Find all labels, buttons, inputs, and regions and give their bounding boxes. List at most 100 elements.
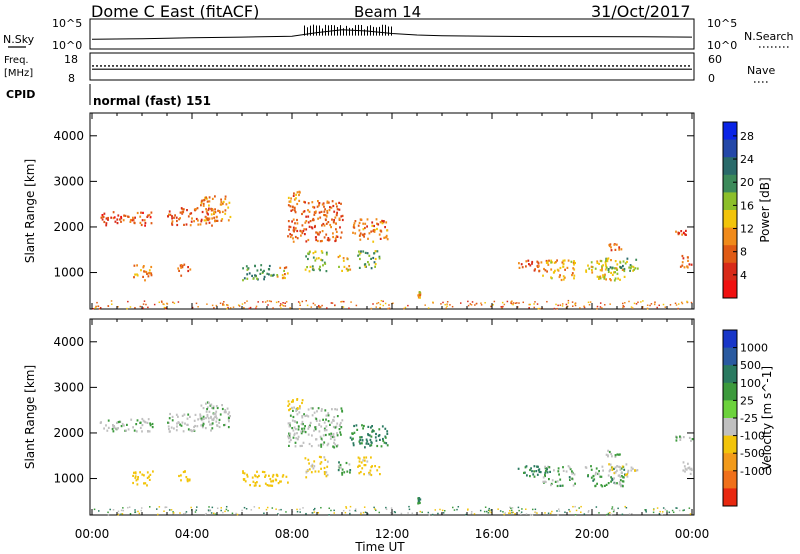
data-speckle <box>120 509 123 512</box>
data-cell <box>535 470 538 473</box>
data-cell <box>105 222 108 225</box>
data-cell <box>297 428 300 431</box>
data-cell <box>679 265 682 268</box>
data-speckle <box>437 512 439 515</box>
data-cell <box>120 220 122 223</box>
data-speckle <box>220 509 222 512</box>
data-speckle <box>378 511 381 514</box>
data-cell <box>220 219 223 222</box>
data-cell <box>129 218 132 222</box>
data-cell <box>308 462 310 465</box>
data-speckle <box>621 513 624 516</box>
data-cell <box>285 266 288 269</box>
data-speckle <box>547 512 550 515</box>
data-speckle <box>456 508 458 511</box>
data-speckle <box>285 301 288 303</box>
data-cell <box>150 265 153 269</box>
data-cell <box>116 427 118 430</box>
nsky-frame <box>89 18 695 50</box>
data-cell <box>315 236 317 239</box>
data-speckle <box>404 306 407 309</box>
data-cell <box>308 425 311 429</box>
data-speckle <box>197 306 199 308</box>
colorbar-tick-label: 100 <box>740 377 761 390</box>
data-cell <box>542 476 545 479</box>
data-speckle <box>587 510 590 512</box>
data-cell <box>358 229 361 232</box>
data-speckle <box>140 509 143 512</box>
data-cell <box>321 230 324 233</box>
data-speckle <box>677 303 680 305</box>
data-cell <box>333 446 336 449</box>
data-speckle <box>421 511 423 513</box>
data-speckle <box>310 306 313 308</box>
data-cell <box>183 223 185 226</box>
data-cell <box>616 268 618 271</box>
data-cell <box>318 267 321 271</box>
data-speckle <box>516 302 518 304</box>
data-speckle <box>220 507 222 509</box>
data-cell <box>183 263 186 266</box>
data-speckle <box>487 509 490 512</box>
data-cell <box>618 453 620 456</box>
data-cell <box>611 466 614 469</box>
data-cell <box>296 218 298 222</box>
data-cell <box>218 421 220 424</box>
data-cell <box>562 466 564 469</box>
data-cell <box>681 261 684 264</box>
freq-unit: [MHz] <box>4 68 33 79</box>
data-cell <box>630 469 633 472</box>
nsearch-label: N.Search <box>744 30 794 43</box>
data-cell <box>341 473 344 476</box>
data-cell <box>585 466 588 469</box>
data-speckle <box>509 509 511 512</box>
data-cell <box>370 230 373 233</box>
data-speckle <box>656 306 658 309</box>
data-speckle <box>313 511 316 513</box>
data-cell <box>619 453 621 456</box>
data-cell <box>590 465 592 468</box>
data-cell <box>298 193 300 197</box>
data-cell <box>417 296 420 299</box>
data-cell <box>629 269 631 272</box>
data-cell <box>332 432 335 436</box>
data-speckle <box>285 511 287 513</box>
data-cell <box>180 274 183 277</box>
data-cell <box>364 464 367 467</box>
data-cell <box>201 210 204 214</box>
data-speckle <box>457 505 460 508</box>
data-cell <box>248 272 251 275</box>
data-cell <box>203 199 205 202</box>
data-speckle <box>642 300 644 302</box>
data-speckle <box>170 509 173 511</box>
data-speckle <box>331 302 334 304</box>
cpid-label: CPID <box>6 88 35 101</box>
data-speckle <box>317 306 320 308</box>
data-speckle <box>669 304 672 306</box>
data-speckle <box>314 507 316 510</box>
data-cell <box>281 475 284 478</box>
data-speckle <box>333 512 335 514</box>
data-speckle <box>129 513 132 515</box>
data-cell <box>683 231 685 234</box>
data-speckle <box>490 509 493 511</box>
data-cell <box>182 430 185 433</box>
data-cell <box>181 421 184 424</box>
data-speckle <box>235 512 237 515</box>
data-cell <box>292 415 295 419</box>
data-cell <box>632 265 635 268</box>
data-cell <box>585 270 588 273</box>
data-cell <box>619 479 622 482</box>
data-cell <box>140 269 142 272</box>
data-cell <box>618 246 621 249</box>
data-cell <box>303 430 306 433</box>
data-cell <box>254 274 256 277</box>
data-speckle <box>671 509 674 512</box>
data-cell <box>565 470 568 473</box>
data-cell <box>307 257 309 261</box>
data-speckle <box>223 301 225 303</box>
data-speckle <box>229 307 232 309</box>
data-speckle <box>501 301 504 304</box>
data-cell <box>191 217 193 220</box>
data-cell <box>370 456 372 459</box>
